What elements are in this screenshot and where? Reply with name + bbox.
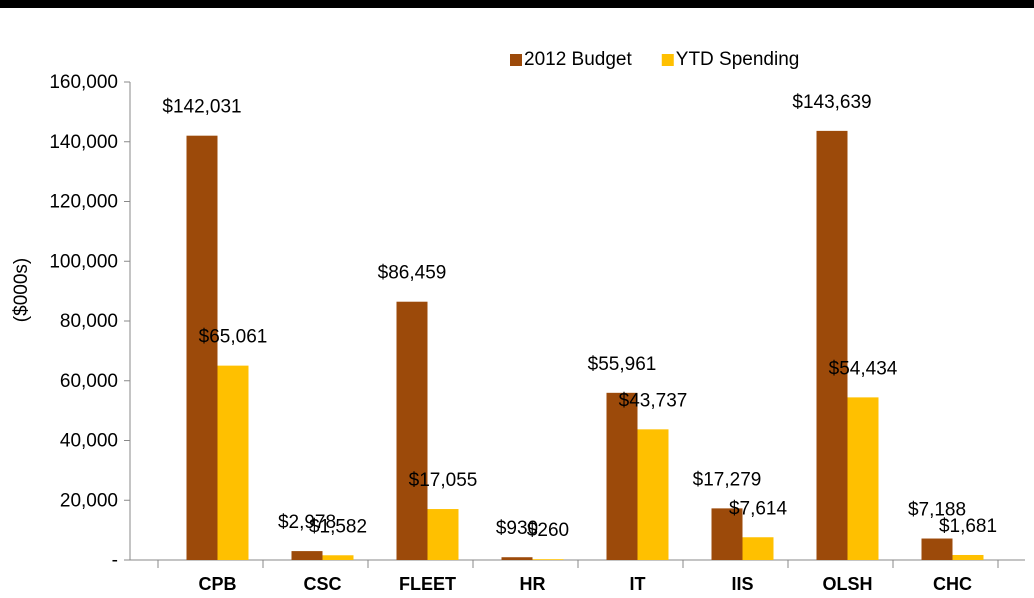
bar xyxy=(186,135,218,561)
data-label: $260 xyxy=(527,520,569,541)
bar xyxy=(921,538,953,560)
x-tick-label: CSC xyxy=(303,574,341,594)
bar xyxy=(606,392,638,560)
legend-swatch xyxy=(661,54,674,66)
data-label: $7,188 xyxy=(908,500,966,521)
bar xyxy=(217,365,249,560)
x-tick-label: HR xyxy=(520,574,546,594)
y-tick-label: 20,000 xyxy=(60,490,118,511)
data-label: $7,614 xyxy=(729,498,788,519)
data-label: $142,031 xyxy=(162,97,241,118)
y-tick-label: 60,000 xyxy=(60,371,118,392)
y-tick-label: - xyxy=(112,550,118,571)
data-label: $1,681 xyxy=(939,516,997,537)
bar xyxy=(396,301,428,560)
x-tick-label: FLEET xyxy=(399,574,456,594)
bar xyxy=(816,130,848,561)
x-tick-label: CHC xyxy=(933,574,972,594)
data-label: $65,061 xyxy=(199,327,268,348)
x-tick-label: IT xyxy=(630,574,646,594)
legend-swatch xyxy=(510,54,522,66)
bar xyxy=(501,557,533,560)
bar xyxy=(952,554,984,560)
data-label: $55,961 xyxy=(588,354,657,375)
bar xyxy=(532,559,564,560)
bar xyxy=(427,509,459,560)
y-tick-label: 40,000 xyxy=(60,431,118,452)
bar xyxy=(322,555,354,560)
data-label: $2,978 xyxy=(278,512,336,533)
y-tick-label: 140,000 xyxy=(49,132,118,153)
top-bar xyxy=(0,0,1034,8)
data-label: $1,582 xyxy=(309,516,367,537)
bar xyxy=(742,537,774,560)
y-tick-label: 80,000 xyxy=(60,311,118,332)
data-label: $54,434 xyxy=(829,358,898,379)
bar xyxy=(291,551,323,560)
legend-label: 2012 Budget xyxy=(524,49,632,70)
y-tick-label: 160,000 xyxy=(49,72,118,93)
legend-label: YTD Spending xyxy=(676,49,800,70)
y-tick-label: 120,000 xyxy=(49,192,118,213)
x-tick-label: CPB xyxy=(198,574,236,594)
data-label: $143,639 xyxy=(792,92,871,113)
y-tick-label: 100,000 xyxy=(49,251,118,272)
x-tick-label: OLSH xyxy=(822,574,872,594)
data-label: $43,737 xyxy=(619,390,688,411)
data-label: $930 xyxy=(496,518,538,539)
y-axis-label: ($000s) xyxy=(11,258,32,322)
data-label: $17,055 xyxy=(409,470,478,491)
bar xyxy=(711,508,743,560)
data-label: $86,459 xyxy=(378,263,447,284)
bar xyxy=(847,397,879,560)
bar xyxy=(637,429,669,560)
data-label: $17,279 xyxy=(693,469,762,490)
x-tick-label: IIS xyxy=(731,574,753,594)
